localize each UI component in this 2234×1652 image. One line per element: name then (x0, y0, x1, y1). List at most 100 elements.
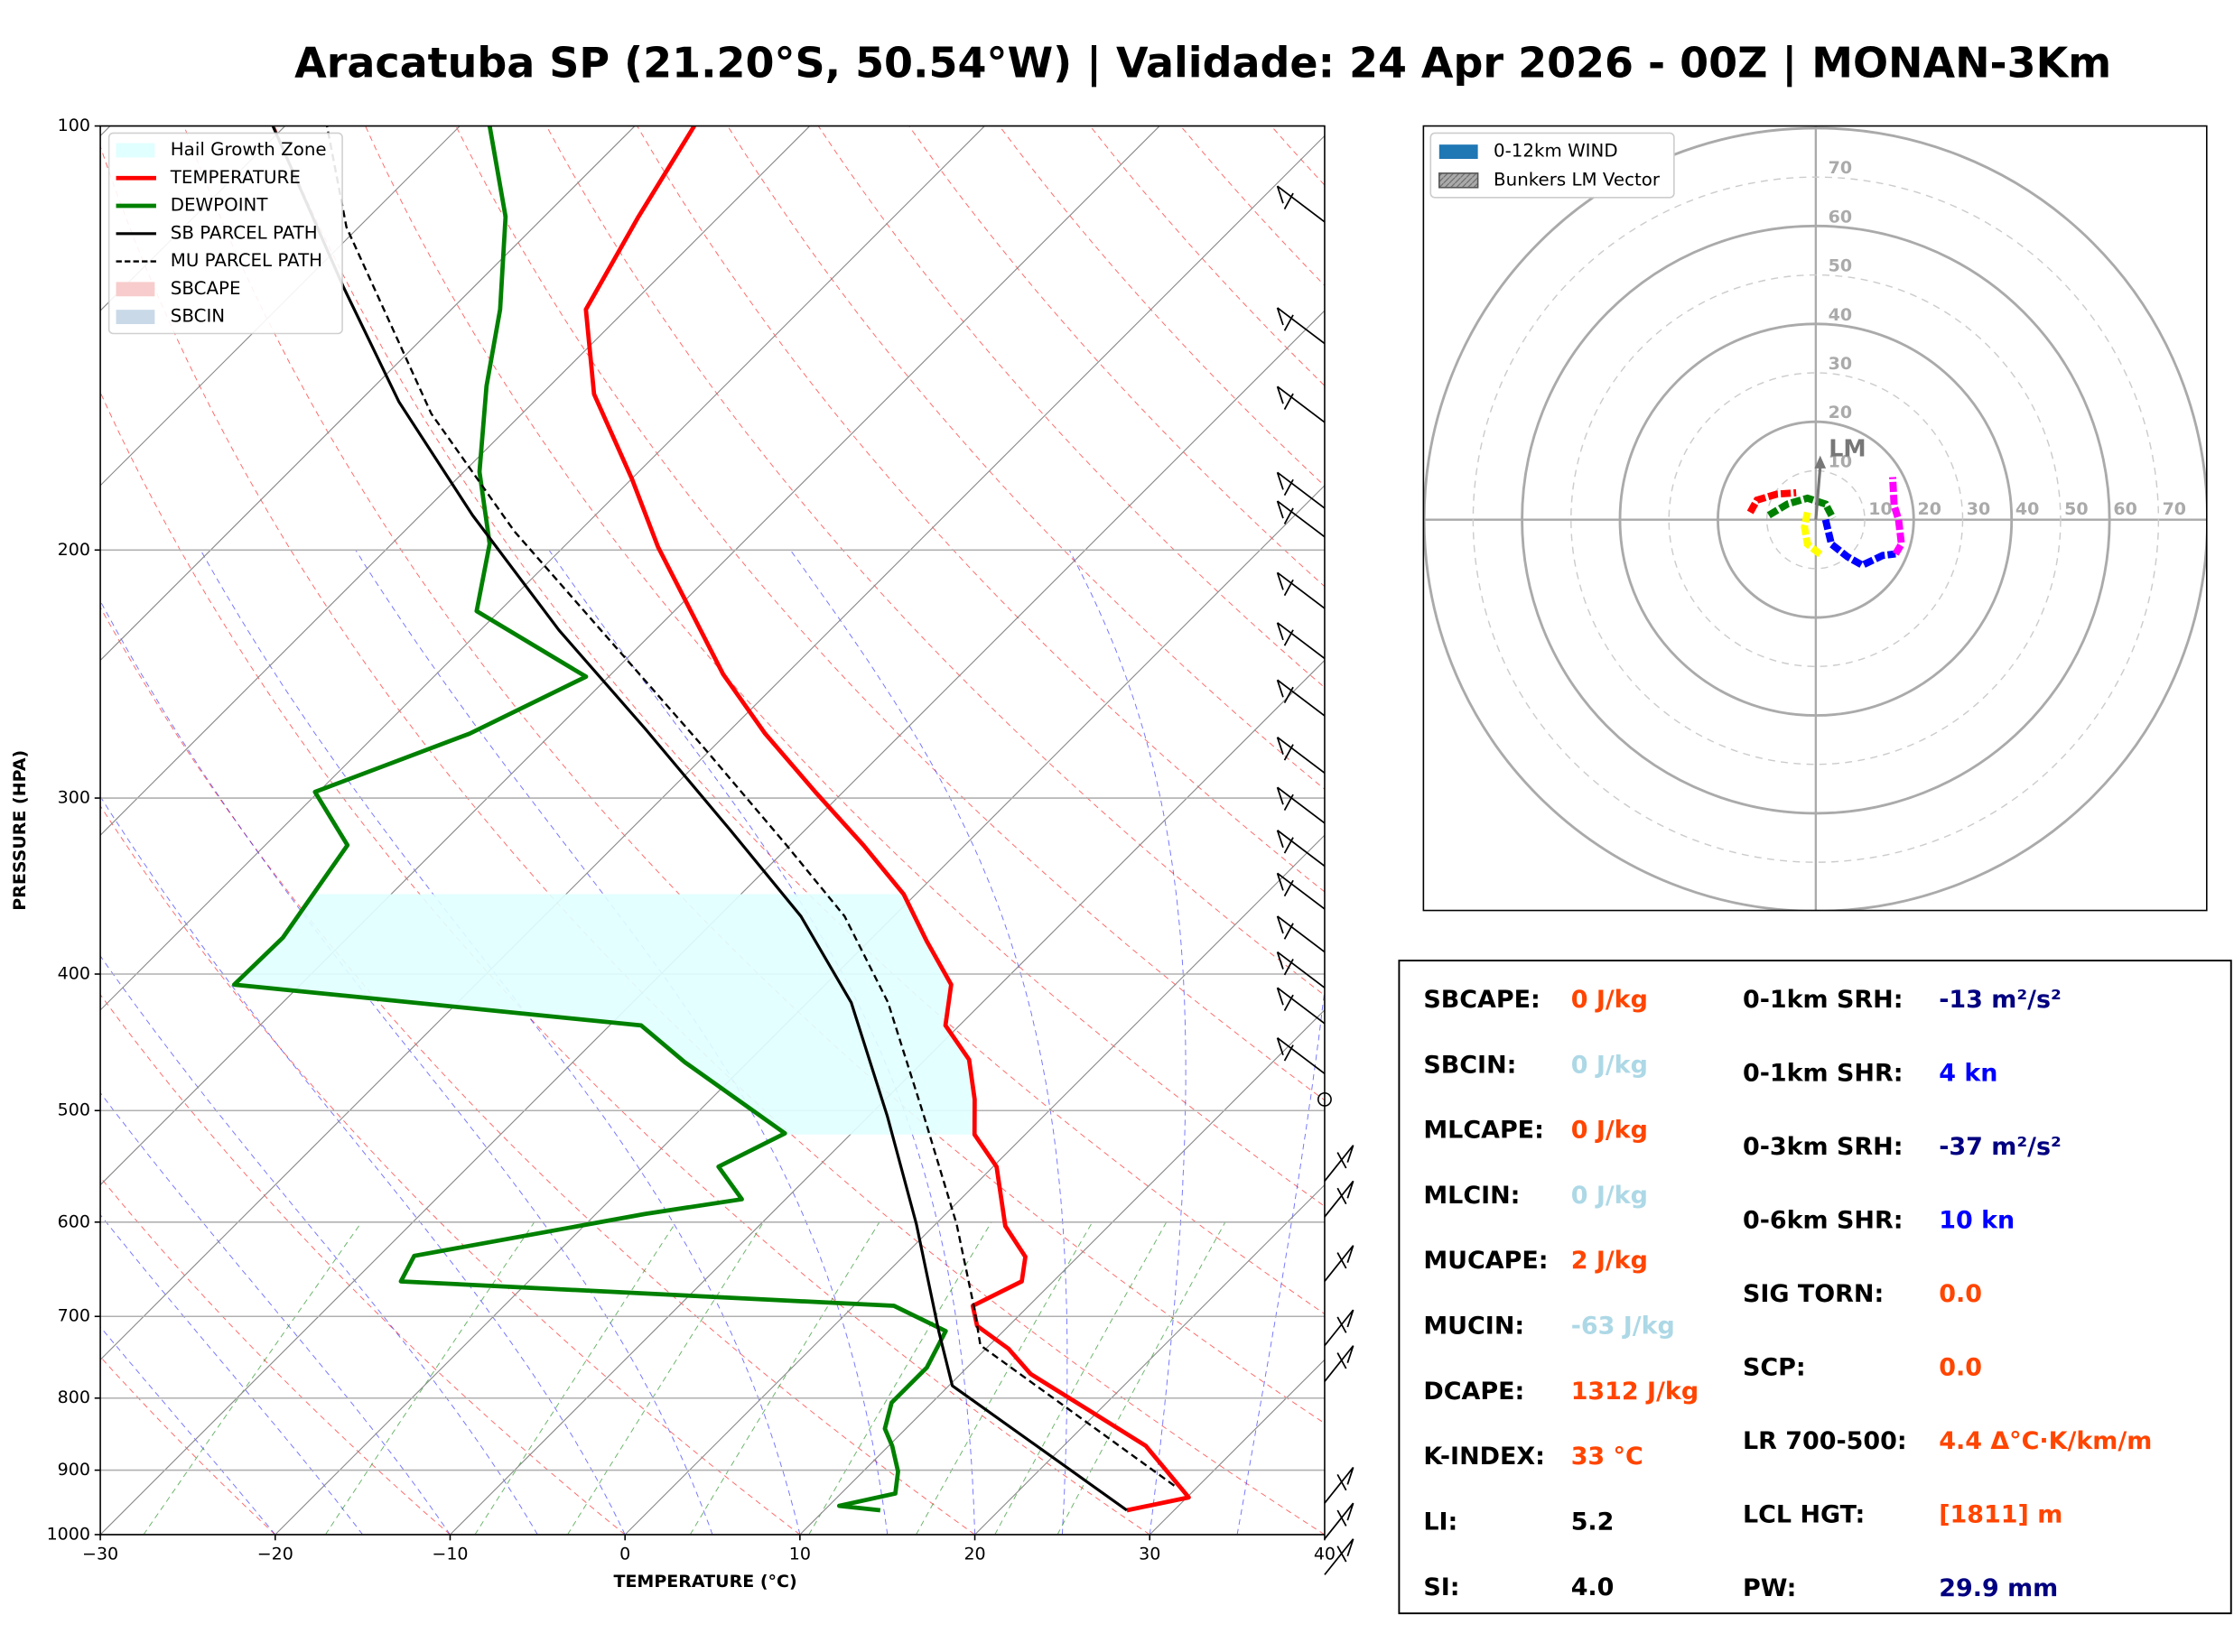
chart-title: Aracatuba SP (21.20°S, 50.54°W) | Valida… (294, 38, 2111, 88)
legend-label: MU PARCEL PATH (171, 250, 322, 271)
x-tick-label: 10 (789, 1545, 811, 1564)
hodo-ring (1618, 322, 2014, 717)
index-label: MUCAPE: (1423, 1247, 1548, 1275)
wind-barb (1324, 1145, 1354, 1182)
mixing-ratio-line (324, 1221, 535, 1535)
index-label: SBCAPE: (1423, 986, 1540, 1014)
y-tick-label: 500 (58, 1100, 90, 1120)
hodo-ring-label: 10 (1868, 499, 1892, 519)
mixing-ratio-line (689, 1221, 880, 1535)
wind-barb (1276, 830, 1326, 868)
index-label: MLCAPE: (1423, 1117, 1544, 1145)
hodo-ring-label: 20 (1829, 403, 1852, 422)
legend-label: SBCIN (171, 306, 225, 327)
wind-barb (1324, 1345, 1354, 1382)
dry-adiabat (727, 125, 1325, 790)
hodo-ring-label: 10 (1829, 451, 1852, 471)
index-label: K-INDEX: (1423, 1443, 1545, 1471)
hodo-ring (1472, 176, 2160, 863)
legend-label: 0-12km WIND (1494, 141, 1618, 162)
index-label: LR 700-500: (1743, 1427, 1907, 1455)
wind-barb (1324, 1466, 1354, 1504)
index-label: SBCIN: (1423, 1051, 1516, 1079)
hodo-ring-label: 70 (1829, 158, 1852, 178)
hail-growth-zone (237, 894, 975, 1135)
isotherm (974, 1183, 1325, 1535)
moist-adiabat (200, 550, 801, 1535)
legend-swatch (116, 310, 155, 325)
dry-adiabat (100, 993, 626, 1535)
isotherm (100, 125, 1160, 1186)
index-label: LCL HGT: (1743, 1501, 1865, 1529)
x-tick-label: 40 (1314, 1545, 1336, 1564)
mixing-ratio-line (143, 1221, 362, 1535)
x-tick-label: −20 (257, 1545, 293, 1564)
wind-barb (1276, 786, 1326, 824)
index-value: 0 J/kg (1571, 986, 1648, 1014)
hodo-segment (1746, 488, 1797, 515)
legend-swatch (1438, 172, 1479, 189)
dry-adiabat (999, 125, 1325, 487)
wind-barb (1276, 385, 1326, 423)
bunkers-arrowhead (1814, 455, 1827, 469)
index-label: 0-6km SHR: (1743, 1206, 1903, 1234)
isotherm (624, 834, 1325, 1535)
index-value: 33 °C (1571, 1443, 1643, 1471)
legend: Hail Growth Zone TEMPERATURE DEWPOINT SB PA… (107, 132, 343, 335)
profile-line (231, 125, 948, 1513)
profile-line (325, 125, 1176, 1487)
mixing-ratio-line (567, 1221, 765, 1535)
isotherm (100, 135, 1325, 1361)
wind-barb (1324, 1180, 1354, 1218)
hodo-ring-label: 20 (1918, 499, 1941, 519)
dry-adiabat (100, 804, 801, 1535)
hodo-segment (1821, 518, 1896, 570)
mixing-ratio-line (1056, 1221, 1226, 1535)
bunkers-label: LM (1829, 434, 1866, 461)
dry-adiabat (817, 125, 1325, 689)
x-axis-label: TEMPERATURE (°C) (613, 1572, 796, 1592)
index-value: 0 J/kg (1571, 1182, 1648, 1210)
x-tick-label: 20 (963, 1545, 985, 1564)
index-value: 4 kn (1939, 1059, 1997, 1087)
index-label: MLCIN: (1423, 1182, 1520, 1210)
x-tick-label: 0 (619, 1545, 630, 1564)
isotherm (100, 125, 636, 662)
index-value: 29.9 mm (1939, 1574, 2058, 1602)
hodo-ring (1570, 274, 2062, 766)
hodo-ring-label: 60 (2113, 499, 2136, 519)
index-value: 4.0 (1571, 1573, 1615, 1601)
hodo-legend: 0-12km WIND Bunkers LM Vector (1429, 132, 1675, 199)
mixing-ratio-line (808, 1221, 992, 1535)
y-tick-label: 700 (58, 1306, 90, 1326)
index-value: 2 J/kg (1571, 1247, 1648, 1275)
dry-adiabat (637, 125, 1325, 893)
isotherm (100, 310, 1325, 1535)
hodo-ring-label: 30 (1967, 499, 1990, 519)
index-value: -63 J/kg (1571, 1313, 1675, 1341)
index-value: 0 J/kg (1571, 1051, 1648, 1079)
wind-barb (1324, 1538, 1354, 1575)
dry-adiabat (908, 125, 1325, 588)
index-label: 0-1km SHR: (1743, 1059, 1903, 1087)
wind-barb (1276, 622, 1326, 660)
dry-adiabat (183, 125, 1325, 1425)
hodo-ring (1717, 420, 1915, 619)
index-value: 5.2 (1571, 1508, 1615, 1536)
hodo-ring-label: 40 (2015, 499, 2039, 519)
isotherm (100, 125, 811, 836)
hodo-ring (1521, 224, 2111, 815)
index-value: 1312 J/kg (1571, 1378, 1699, 1406)
hodo-segment (1801, 511, 1824, 559)
index-value: 0.0 (1939, 1280, 1982, 1308)
hodograph-plot: 10 10 20 20 30 30 40 40 50 50 60 60 70 70 LM 0-12km WIN… (1422, 125, 2208, 912)
legend-label: SB PARCEL PATH (171, 222, 318, 243)
index-label: 0-1km SRH: (1743, 986, 1903, 1014)
hodo-ring-label: 50 (1829, 256, 1852, 276)
isotherm (275, 485, 1325, 1535)
legend-swatch (116, 282, 155, 297)
legend-box (107, 132, 343, 335)
profile-line (583, 125, 1191, 1513)
